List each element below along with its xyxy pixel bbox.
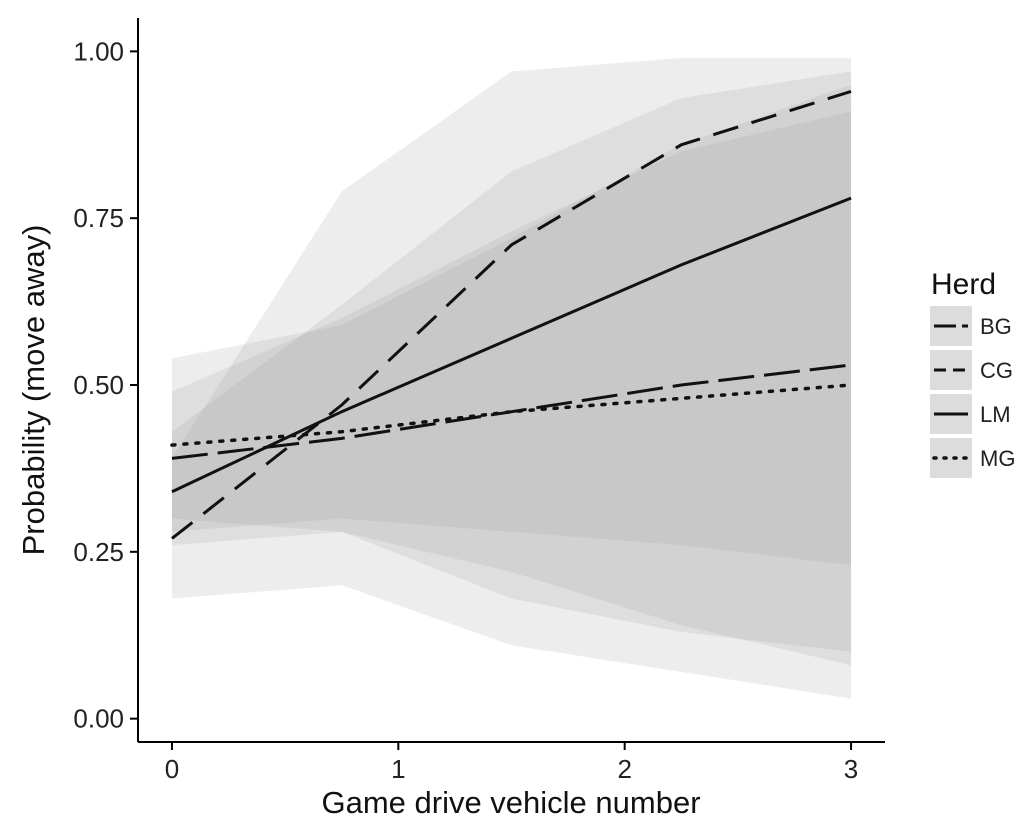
confidence-ribbons bbox=[171, 58, 852, 699]
x-tick-label: 2 bbox=[617, 754, 631, 784]
series-line-mg bbox=[170, 383, 853, 447]
legend-label-bg: BG bbox=[980, 314, 1012, 339]
ci-band-mg bbox=[171, 84, 852, 666]
y-tick-label: 0.25 bbox=[73, 537, 124, 567]
x-axis-title: Game drive vehicle number bbox=[321, 785, 700, 820]
x-tick-label: 1 bbox=[391, 754, 405, 784]
axes bbox=[137, 18, 885, 743]
y-tick-label: 0.75 bbox=[73, 203, 124, 233]
x-tick-label: 3 bbox=[844, 754, 858, 784]
legend-label-cg: CG bbox=[980, 358, 1013, 383]
series-line-lm bbox=[171, 196, 852, 494]
ci-band-lm bbox=[171, 71, 852, 652]
legend-title: Herd bbox=[931, 268, 996, 301]
x-axis-ticks: 0 1 2 3 bbox=[165, 742, 858, 784]
y-tick-label: 0.00 bbox=[73, 704, 124, 734]
series-line-bg bbox=[171, 363, 852, 460]
ci-band-cg bbox=[171, 58, 852, 699]
y-axis-title: Probability (move away) bbox=[16, 225, 51, 556]
y-tick-label: 1.00 bbox=[73, 36, 124, 66]
y-axis-ticks: 0.00 0.25 0.50 0.75 1.00 bbox=[73, 36, 138, 734]
legend: Herd BG CG LM MG bbox=[930, 268, 1015, 478]
series-line-cg bbox=[171, 89, 852, 540]
legend-label-mg: MG bbox=[980, 446, 1015, 471]
y-tick-label: 0.50 bbox=[73, 370, 124, 400]
legend-label-lm: LM bbox=[980, 402, 1011, 427]
series-lines bbox=[170, 89, 853, 540]
x-tick-label: 0 bbox=[165, 754, 179, 784]
